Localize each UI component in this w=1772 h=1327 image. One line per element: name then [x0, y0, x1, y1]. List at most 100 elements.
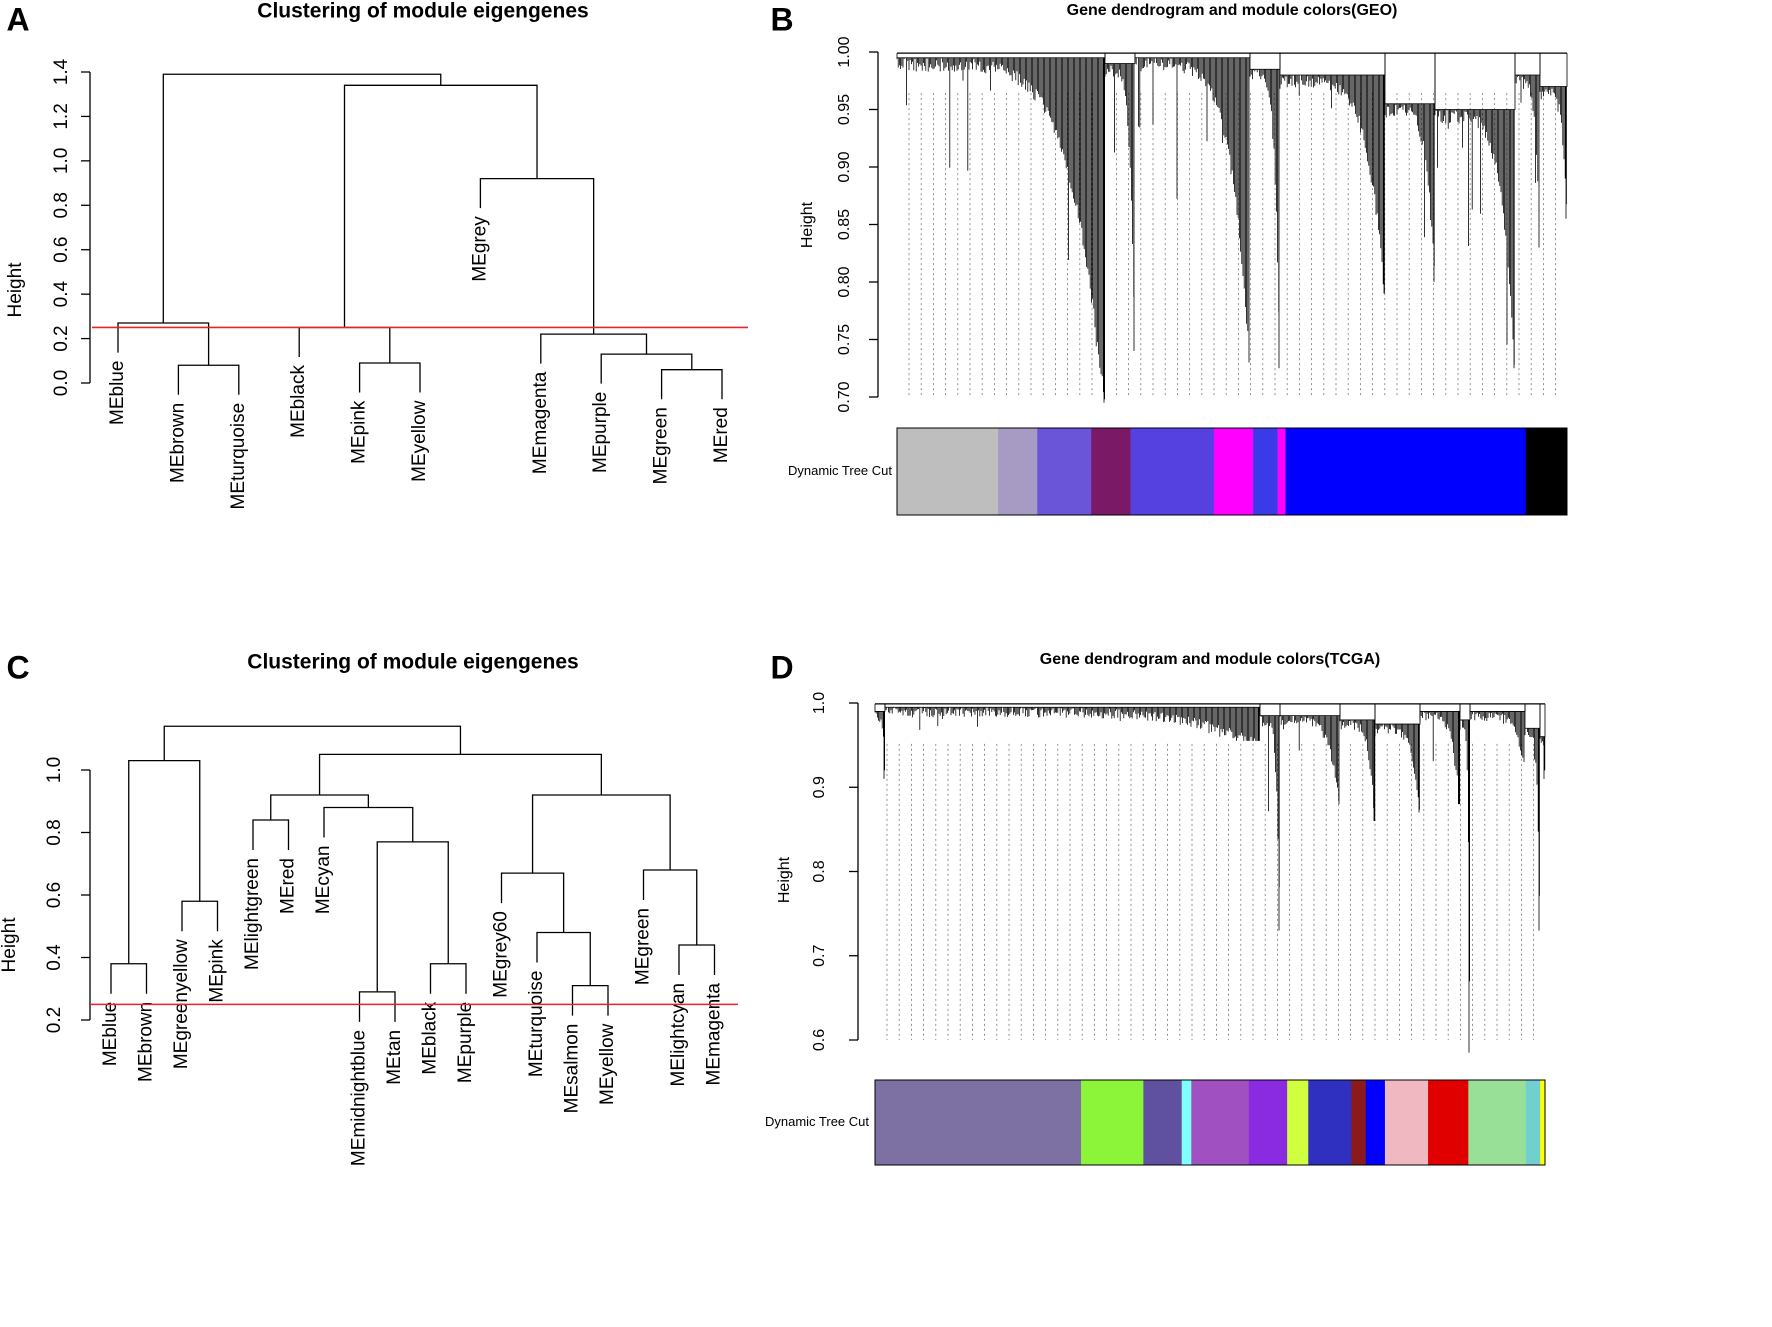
module-color: [1253, 428, 1278, 515]
dendrogram-branch: [177, 364, 240, 395]
gene-cluster: [1459, 703, 1471, 1053]
module-color: [1287, 1080, 1309, 1165]
y-tick-label: 1.0: [811, 692, 828, 714]
leaf-label: MEblue: [107, 361, 128, 425]
leaf-label: MEmagenta: [530, 371, 551, 474]
module-color: [1308, 1080, 1352, 1165]
gene-cluster: [1419, 703, 1461, 805]
module-color: [1091, 428, 1131, 515]
y-tick-label: 0.0: [51, 370, 72, 396]
dendrogram-branch: [343, 84, 538, 328]
module-color: [875, 1080, 1082, 1165]
leaf-label: MEturquoise: [526, 971, 547, 1078]
gene-cluster: [1259, 703, 1281, 931]
chart-title: Clustering of module eigengenes: [247, 651, 578, 674]
dendrogram-branch: [479, 177, 595, 335]
y-tick-label: 0.2: [44, 1007, 65, 1033]
leaf-label: MEblack: [420, 1001, 441, 1074]
colorbar-frame: [874, 1079, 1546, 1166]
panel-letter: D: [770, 649, 793, 685]
leaf-label: MEmagenta: [704, 983, 725, 1086]
panel-letter: A: [6, 1, 29, 37]
leaf-label: MEmidnightblue: [349, 1030, 370, 1166]
gene-cluster: [896, 53, 1106, 403]
leaf-label: MEturquoise: [228, 403, 249, 510]
module-color: [1428, 1080, 1469, 1165]
module-color: [1285, 428, 1527, 515]
y-tick-label: 0.8: [811, 860, 828, 882]
gene-cluster: [874, 703, 886, 779]
y-tick-label: 0.2: [51, 325, 72, 351]
y-axis-label: Height: [0, 917, 20, 973]
gene-cluster: [1434, 53, 1516, 369]
gene-cluster: [1249, 53, 1281, 369]
leaf-label: MEblue: [100, 1002, 121, 1066]
module-color: [1181, 1080, 1192, 1165]
module-color: [1540, 1080, 1546, 1165]
leaf-label: MEpurple: [455, 1002, 476, 1083]
leaf-label: MEpink: [207, 939, 228, 1003]
y-tick-label: 0.7: [811, 945, 828, 967]
gene-cluster: [884, 703, 1261, 741]
leaf-label: MEcyan: [313, 846, 334, 915]
y-tick-label: 0.90: [836, 151, 853, 182]
dendrogram-branch: [163, 725, 462, 761]
leaf-label: MEyellow: [409, 400, 430, 482]
module-color: [1277, 428, 1286, 515]
gene-cluster: [1514, 53, 1541, 248]
y-tick-label: 0.70: [836, 381, 853, 412]
colorbar-label: Dynamic Tree Cut: [765, 1114, 869, 1129]
y-axis-label: Height: [776, 856, 793, 903]
y-tick-label: 1.00: [836, 36, 853, 67]
y-tick-label: 0.4: [44, 944, 65, 971]
y-axis-label: Height: [5, 262, 26, 318]
gene-cluster: [1539, 703, 1546, 779]
panel-letter: C: [6, 649, 29, 685]
chart-title: Clustering of module eigengenes: [257, 0, 588, 23]
y-tick-label: 0.6: [51, 237, 72, 263]
leaf-label: MEpink: [349, 400, 370, 464]
leaf-label: MEgreen: [651, 407, 672, 484]
gene-cluster: [1384, 53, 1436, 282]
gene-cluster: [1339, 703, 1376, 821]
module-color: [1130, 428, 1215, 515]
module-color: [1365, 1080, 1386, 1165]
chart-title: Gene dendrogram and module colors(GEO): [1067, 2, 1398, 19]
leaf-label: MEgreen: [633, 908, 654, 985]
colorbar-label: Dynamic Tree Cut: [788, 463, 892, 478]
leaf-label: MElightgreen: [242, 858, 263, 970]
gene-cluster: [1374, 703, 1421, 813]
leaf-label: MEbrown: [167, 403, 188, 483]
module-color: [1081, 1080, 1144, 1165]
module-color: [1191, 1080, 1250, 1165]
leaf-label: MEyellow: [597, 1023, 618, 1105]
leaf-label: MEbrown: [136, 1002, 157, 1082]
leaf-label: MEpurple: [590, 392, 611, 473]
dendrogram-branch: [540, 333, 648, 364]
leaf-label: MEgrey60: [491, 911, 512, 998]
module-color: [1248, 1080, 1288, 1165]
y-tick-label: 0.9: [811, 776, 828, 798]
leaf-label: MEtan: [384, 1030, 405, 1085]
gene-cluster: [1134, 53, 1251, 363]
gene-cluster: [1104, 53, 1136, 351]
y-tick-label: 0.75: [836, 324, 853, 355]
panel-letter: B: [770, 1, 793, 37]
gene-cluster: [1469, 703, 1526, 762]
y-tick-label: 0.4: [51, 281, 72, 308]
module-color: [1525, 1080, 1541, 1165]
leaf-label: MEred: [278, 858, 299, 914]
y-axis-label: Height: [799, 201, 816, 248]
module-color: [1037, 428, 1092, 515]
y-tick-label: 0.85: [836, 209, 853, 240]
leaf-label: MElightcyan: [668, 983, 689, 1087]
colorbar-frame: [896, 427, 1568, 516]
y-tick-label: 0.8: [44, 819, 65, 845]
module-color: [1213, 428, 1254, 515]
gene-cluster: [1539, 53, 1568, 219]
y-tick-label: 0.8: [51, 192, 72, 218]
module-color: [1468, 1080, 1527, 1165]
y-tick-label: 1.4: [51, 58, 72, 85]
y-tick-label: 1.2: [51, 103, 72, 129]
